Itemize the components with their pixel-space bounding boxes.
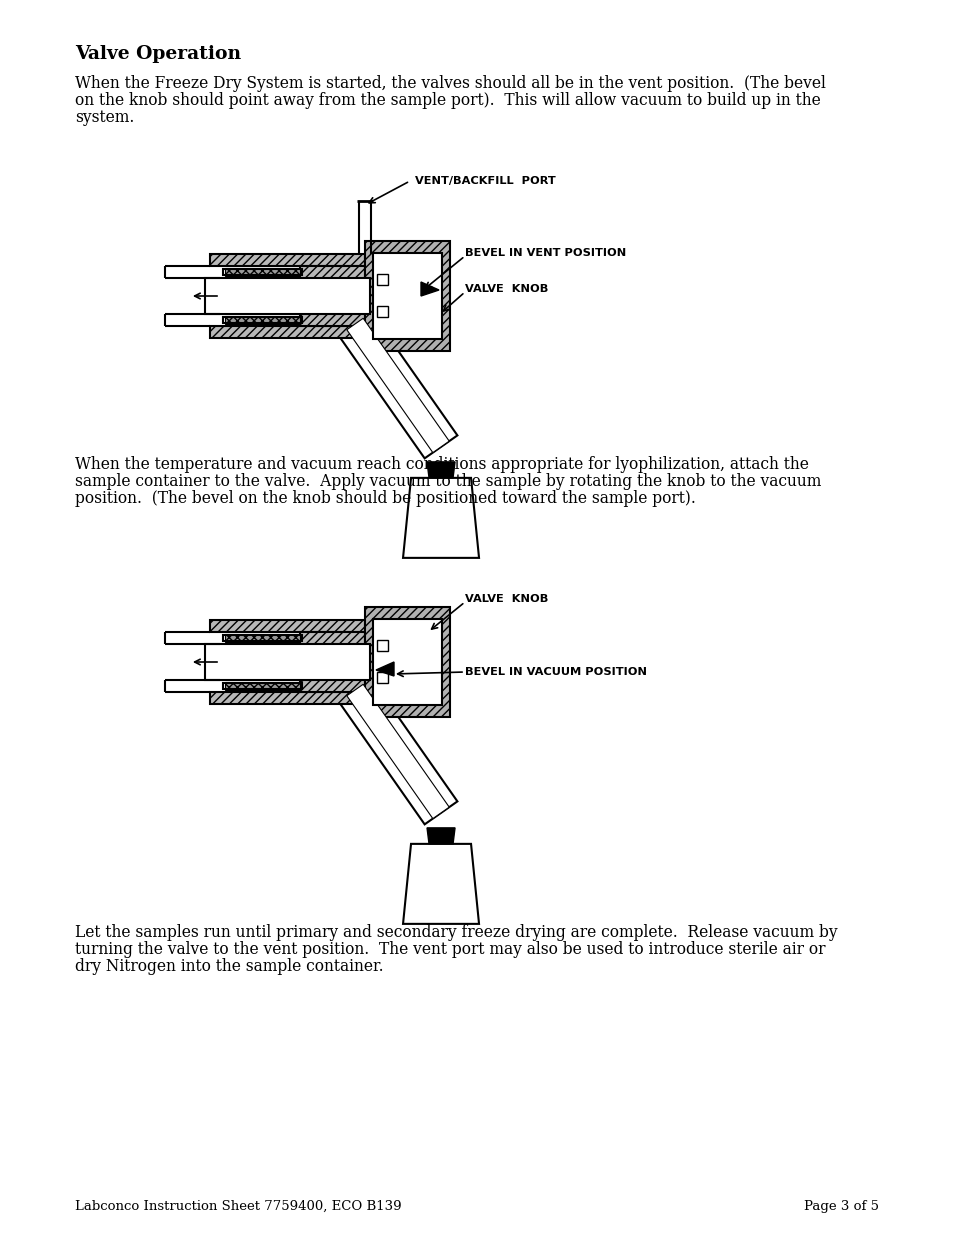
Polygon shape bbox=[427, 827, 455, 844]
Text: system.: system. bbox=[75, 109, 134, 126]
Polygon shape bbox=[225, 634, 299, 642]
Polygon shape bbox=[225, 268, 299, 275]
Polygon shape bbox=[210, 254, 365, 266]
Polygon shape bbox=[376, 640, 388, 651]
Polygon shape bbox=[299, 632, 365, 692]
Text: on the knob should point away from the sample port).  This will allow vacuum to : on the knob should point away from the s… bbox=[75, 91, 820, 109]
Text: Page 3 of 5: Page 3 of 5 bbox=[803, 1200, 878, 1213]
Text: When the Freeze Dry System is started, the valves should all be in the vent posi: When the Freeze Dry System is started, t… bbox=[75, 75, 825, 91]
Polygon shape bbox=[376, 306, 388, 317]
Text: BEVEL IN VENT POSITION: BEVEL IN VENT POSITION bbox=[464, 248, 625, 258]
Polygon shape bbox=[375, 662, 394, 676]
Text: sample container to the valve.  Apply vacuum to the sample by rotating the knob : sample container to the valve. Apply vac… bbox=[75, 473, 821, 490]
Polygon shape bbox=[373, 253, 441, 338]
Text: VALVE  KNOB: VALVE KNOB bbox=[464, 284, 548, 294]
Polygon shape bbox=[299, 266, 365, 326]
Text: Let the samples run until primary and secondary freeze drying are complete.  Rel: Let the samples run until primary and se… bbox=[75, 924, 837, 941]
Polygon shape bbox=[402, 478, 478, 558]
Text: position.  (The bevel on the knob should be positioned toward the sample port).: position. (The bevel on the knob should … bbox=[75, 490, 695, 508]
Text: Labconco Instruction Sheet 7759400, ECO B139: Labconco Instruction Sheet 7759400, ECO … bbox=[75, 1200, 401, 1213]
Polygon shape bbox=[376, 274, 388, 285]
Text: BEVEL IN VACUUM POSITION: BEVEL IN VACUUM POSITION bbox=[464, 667, 646, 677]
Polygon shape bbox=[402, 844, 478, 924]
Polygon shape bbox=[427, 462, 455, 478]
Polygon shape bbox=[205, 278, 370, 314]
Polygon shape bbox=[225, 316, 299, 324]
Polygon shape bbox=[376, 672, 388, 683]
Polygon shape bbox=[210, 620, 365, 632]
Polygon shape bbox=[373, 619, 441, 705]
Text: Valve Operation: Valve Operation bbox=[75, 44, 241, 63]
Text: dry Nitrogen into the sample container.: dry Nitrogen into the sample container. bbox=[75, 958, 383, 974]
Polygon shape bbox=[338, 678, 456, 824]
Polygon shape bbox=[210, 692, 365, 704]
Polygon shape bbox=[225, 682, 299, 690]
Text: When the temperature and vacuum reach conditions appropriate for lyophilization,: When the temperature and vacuum reach co… bbox=[75, 456, 808, 473]
Polygon shape bbox=[347, 684, 449, 819]
Text: VALVE  KNOB: VALVE KNOB bbox=[464, 594, 548, 604]
Text: VENT/BACKFILL  PORT: VENT/BACKFILL PORT bbox=[415, 177, 556, 186]
Polygon shape bbox=[338, 312, 456, 458]
Polygon shape bbox=[347, 319, 449, 452]
Polygon shape bbox=[210, 326, 365, 338]
Polygon shape bbox=[205, 643, 370, 680]
Polygon shape bbox=[365, 241, 450, 351]
Polygon shape bbox=[365, 606, 450, 718]
Text: turning the valve to the vent position.  The vent port may also be used to intro: turning the valve to the vent position. … bbox=[75, 941, 824, 958]
Polygon shape bbox=[420, 282, 438, 296]
